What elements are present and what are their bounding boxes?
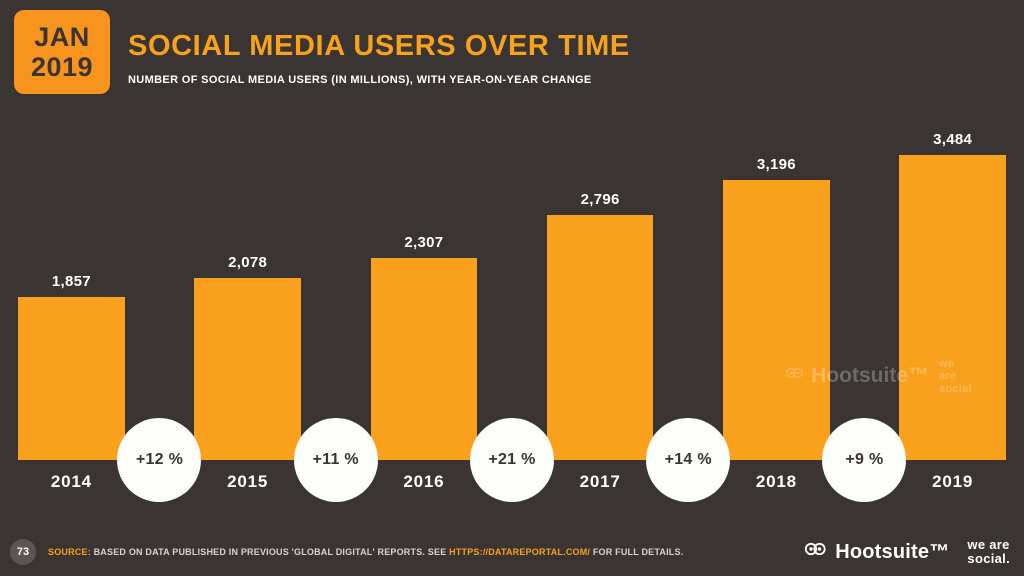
footer-logos: Hootsuite™ we are social. xyxy=(803,537,1010,567)
bar-chart: 1,857 2014 2,078 2015 2,307 2016 2,796 2017 3,19… xyxy=(0,130,1024,502)
bar xyxy=(18,297,125,460)
x-axis-label: 2019 xyxy=(932,472,974,491)
page-title: SOCIAL MEDIA USERS OVER TIME xyxy=(128,30,630,62)
bar xyxy=(194,278,301,460)
bar-column: 3,196 2018 xyxy=(723,156,830,491)
bar-column: 2,078 2015 xyxy=(194,254,301,491)
watermark-hootsuite-text: Hootsuite™ xyxy=(811,364,929,388)
bar-value-label: 2,796 xyxy=(580,191,620,208)
bar-column: 2,307 2016 xyxy=(370,234,478,491)
source-note: SOURCE: BASED ON DATA PUBLISHED IN PREVI… xyxy=(48,547,683,557)
growth-percentage-circle: +12 % xyxy=(117,418,202,502)
wearesocial-logo: we are social. xyxy=(967,536,1010,566)
bar-value-label: 3,484 xyxy=(933,131,973,148)
plot-area: 1,857 2014 2,078 2015 2,307 2016 2,796 2017 3,19… xyxy=(0,130,1024,502)
source-text-after: FOR FULL DETAILS. xyxy=(592,547,684,557)
x-axis-label: 2018 xyxy=(755,472,797,491)
date-badge-year: 2019 xyxy=(30,52,94,82)
header: SOCIAL MEDIA USERS OVER TIME NUMBER OF S… xyxy=(128,30,630,86)
bar xyxy=(899,155,1006,460)
source-link[interactable]: HTTPS://DATAREPORTAL.COM/ xyxy=(449,547,591,557)
date-badge: JAN 2019 xyxy=(14,10,110,94)
x-axis-label: 2015 xyxy=(227,472,269,491)
bar-column: 3,484 2019 xyxy=(899,131,1006,491)
page-number-badge: 73 xyxy=(10,539,36,565)
page-subtitle: NUMBER OF SOCIAL MEDIA USERS (IN MILLION… xyxy=(128,74,592,86)
watermark-we: we xyxy=(939,358,955,370)
bar xyxy=(546,215,654,460)
growth-percentage-circle: +11 % xyxy=(293,418,378,502)
x-axis-label: 2016 xyxy=(403,472,445,491)
watermark-wearesocial: we are social xyxy=(939,358,972,395)
source-label: SOURCE: xyxy=(48,547,91,557)
x-axis-label: 2017 xyxy=(579,472,621,491)
watermark: Hootsuite™ we are social xyxy=(784,358,972,395)
bar-value-label: 2,078 xyxy=(228,254,268,271)
wearesocial-logo-line2: social. xyxy=(967,551,1010,566)
watermark-social: social xyxy=(939,382,972,395)
wearesocial-logo-line1: we are xyxy=(967,536,1010,552)
bar xyxy=(370,258,478,460)
hootsuite-logo-text: Hootsuite™ xyxy=(835,540,950,563)
bar-column: 2,796 2017 xyxy=(546,191,654,491)
watermark-hootsuite: Hootsuite™ xyxy=(784,363,929,389)
bar xyxy=(723,180,830,460)
growth-percentage-circle: +14 % xyxy=(646,418,731,502)
hootsuite-owl-icon xyxy=(803,537,827,567)
bar-value-label: 3,196 xyxy=(756,156,796,173)
bar-value-label: 2,307 xyxy=(404,234,444,251)
bar-column: 1,857 2014 xyxy=(18,273,125,491)
growth-percentage-circle: +9 % xyxy=(822,418,907,502)
watermark-are: are xyxy=(939,370,957,383)
growth-percentage-circle: +21 % xyxy=(469,418,554,502)
bar-value-label: 1,857 xyxy=(51,273,91,290)
date-badge-month: JAN xyxy=(34,21,90,52)
hootsuite-logo: Hootsuite™ xyxy=(803,537,949,567)
source-text-before: BASED ON DATA PUBLISHED IN PREVIOUS 'GLO… xyxy=(93,547,447,557)
footer: 73 SOURCE: BASED ON DATA PUBLISHED IN PR… xyxy=(0,528,1024,576)
hootsuite-owl-icon xyxy=(784,363,804,389)
x-axis-label: 2014 xyxy=(50,472,92,491)
